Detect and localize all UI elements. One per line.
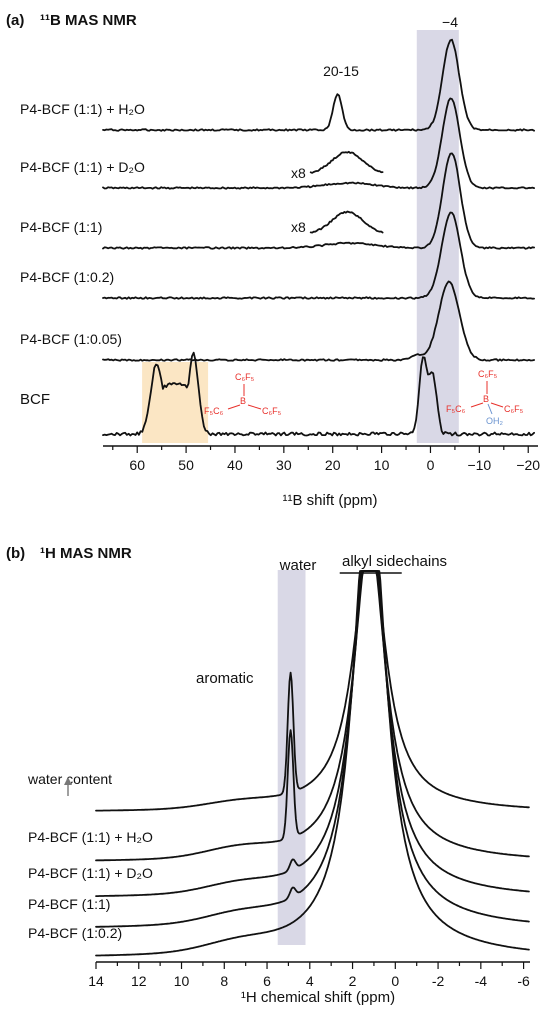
panel-b-ticks: 14 12 10 8 6 4 2 0 -2 -4 -6 (88, 962, 530, 989)
b11-spectrum-trace (102, 211, 535, 300)
scale-annotation-d2o: x8 (291, 165, 306, 181)
b11-inset-trace-x8 (309, 210, 384, 234)
tick-label: 0 (427, 457, 435, 473)
tick-label: 10 (374, 457, 390, 473)
series-label: P4-BCF (1:1) + D₂O (20, 159, 145, 175)
tick-label: 40 (227, 457, 243, 473)
bcf-water-structure: C₆F₅ B F₅C₆ C₆F₅ OH₂ (446, 369, 524, 426)
tick-label: 12 (131, 973, 147, 989)
b11-inset-trace-x8 (309, 150, 384, 174)
series-label: P4-BCF (1:0.2) (20, 269, 114, 285)
peak-annotation-20-15: 20-15 (323, 63, 359, 79)
tick-label: 50 (178, 457, 194, 473)
bcf-highlight-band (142, 362, 209, 443)
bcf-structure: C₆F₅ B F₅C₆ C₆F₅ (204, 372, 282, 416)
series-label: P4-BCF (1:1) + H₂O (20, 101, 145, 117)
h1-spectrum-trace (95, 570, 530, 812)
h1-spectrum-trace (95, 570, 530, 928)
water-content-arrow (64, 777, 72, 796)
tick-label: 0 (391, 973, 399, 989)
panel-a: (a) ¹¹B MAS NMR P4-BCF (1:1) + H₂OP4-BCF… (6, 12, 540, 509)
bcf-water-struct-bottom: OH₂ (486, 416, 504, 426)
panel-a-ticks: 60 50 40 30 20 10 0 −10 −20 (112, 446, 540, 473)
b11-spectrum-trace (102, 351, 535, 437)
tick-label: 8 (220, 973, 228, 989)
tick-label: -2 (432, 973, 445, 989)
borate-highlight-band (416, 30, 459, 443)
water-highlight-band (277, 570, 306, 945)
tick-label: 60 (129, 457, 145, 473)
panel-a-title: ¹¹B MAS NMR (40, 12, 137, 29)
panel-b-title: ¹H MAS NMR (40, 545, 132, 562)
panel-a-traces (102, 38, 535, 437)
panel-b: (b) ¹H MAS NMR water content P4-BCF (1:1)… (6, 545, 530, 1006)
series-label: BCF (20, 391, 50, 408)
bcf-struct-center: B (240, 396, 246, 406)
panel-a-label: (a) (6, 12, 24, 29)
panel-b-series-labels: water content P4-BCF (1:1) + H₂O P4-BCF (1… (27, 771, 153, 941)
peak-annotation-minus4: −4 (442, 14, 458, 30)
tick-label: 2 (349, 973, 357, 989)
b11-spectrum-trace (102, 38, 535, 132)
h1-spectrum-trace (95, 570, 530, 957)
tick-label: −10 (467, 457, 491, 473)
panel-b-label: (b) (6, 545, 25, 562)
panel-a-x-axis-label: ¹¹B shift (ppm) (282, 492, 377, 509)
b11-spectrum-trace (102, 280, 535, 362)
bcf-water-struct-top: C₆F₅ (478, 369, 498, 379)
series-label: P4-BCF (1:1) (28, 896, 110, 912)
series-label: P4-BCF (1:1) + H₂O (28, 829, 153, 845)
tick-label: 4 (306, 973, 314, 989)
tick-label: -6 (517, 973, 530, 989)
series-label: water content (27, 771, 112, 787)
b11-spectrum-trace (102, 97, 535, 190)
tick-label: -4 (475, 973, 488, 989)
series-label: P4-BCF (1:1) (20, 219, 102, 235)
b11-spectrum-trace (102, 152, 535, 250)
tick-label: 14 (88, 973, 104, 989)
bcf-water-struct-center: B (483, 394, 489, 404)
aromatic-annotation: aromatic (196, 670, 254, 687)
main-peak-top-mask (355, 555, 397, 571)
bcf-struct-left: F₅C₆ (204, 406, 224, 416)
series-label: P4-BCF (1:0.2) (28, 925, 122, 941)
series-label: P4-BCF (1:1) + D₂O (28, 865, 153, 881)
scale-annotation-dry: x8 (291, 219, 306, 235)
tick-label: 6 (263, 973, 271, 989)
tick-label: −20 (516, 457, 540, 473)
h1-spectrum-trace (95, 570, 530, 897)
water-annotation: water (279, 557, 317, 574)
h1-spectrum-trace (95, 570, 530, 862)
panel-a-series-labels: P4-BCF (1:1) + H₂O P4-BCF (1:1) + D₂O P4-B… (20, 101, 145, 408)
tick-label: 30 (276, 457, 292, 473)
bcf-struct-top: C₆F₅ (235, 372, 255, 382)
series-label: P4-BCF (1:0.05) (20, 331, 122, 347)
alkyl-annotation: alkyl sidechains (342, 553, 447, 570)
bcf-water-struct-left: F₅C₆ (446, 404, 466, 414)
panel-b-x-axis-label: ¹H chemical shift (ppm) (241, 989, 395, 1006)
tick-label: 20 (325, 457, 341, 473)
tick-label: 10 (174, 973, 190, 989)
panel-b-traces (95, 570, 530, 957)
bcf-struct-right: C₆F₅ (262, 406, 282, 416)
bcf-water-struct-right: C₆F₅ (504, 404, 524, 414)
